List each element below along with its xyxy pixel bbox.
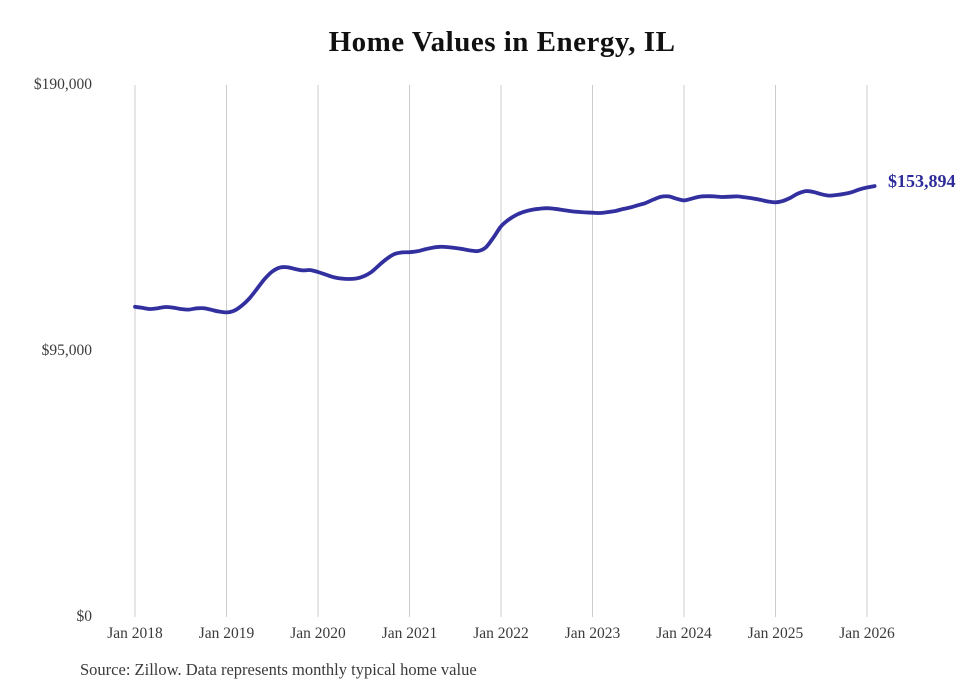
y-tick-label: $0: [76, 608, 93, 625]
x-tick-label: Jan 2021: [381, 625, 438, 642]
x-tick-label: Jan 2019: [198, 625, 255, 642]
x-tick-label: Jan 2024: [656, 625, 712, 642]
x-tick-label: Jan 2022: [473, 625, 529, 642]
x-tick-label: Jan 2020: [290, 625, 346, 642]
x-tick-label: Jan 2018: [107, 625, 163, 642]
x-tick-label: Jan 2025: [747, 625, 804, 642]
y-tick-label: $190,000: [33, 76, 92, 93]
home-value-line: [133, 184, 877, 315]
current-value-label: $153,894: [888, 171, 956, 191]
x-tick-label: Jan 2023: [564, 625, 621, 642]
y-tick-label: $95,000: [41, 342, 92, 359]
x-tick-label: Jan 2026: [839, 625, 895, 642]
chart-title: Home Values in Energy, IL: [328, 26, 676, 58]
source-note: Source: Zillow. Data represents monthly …: [80, 660, 477, 679]
